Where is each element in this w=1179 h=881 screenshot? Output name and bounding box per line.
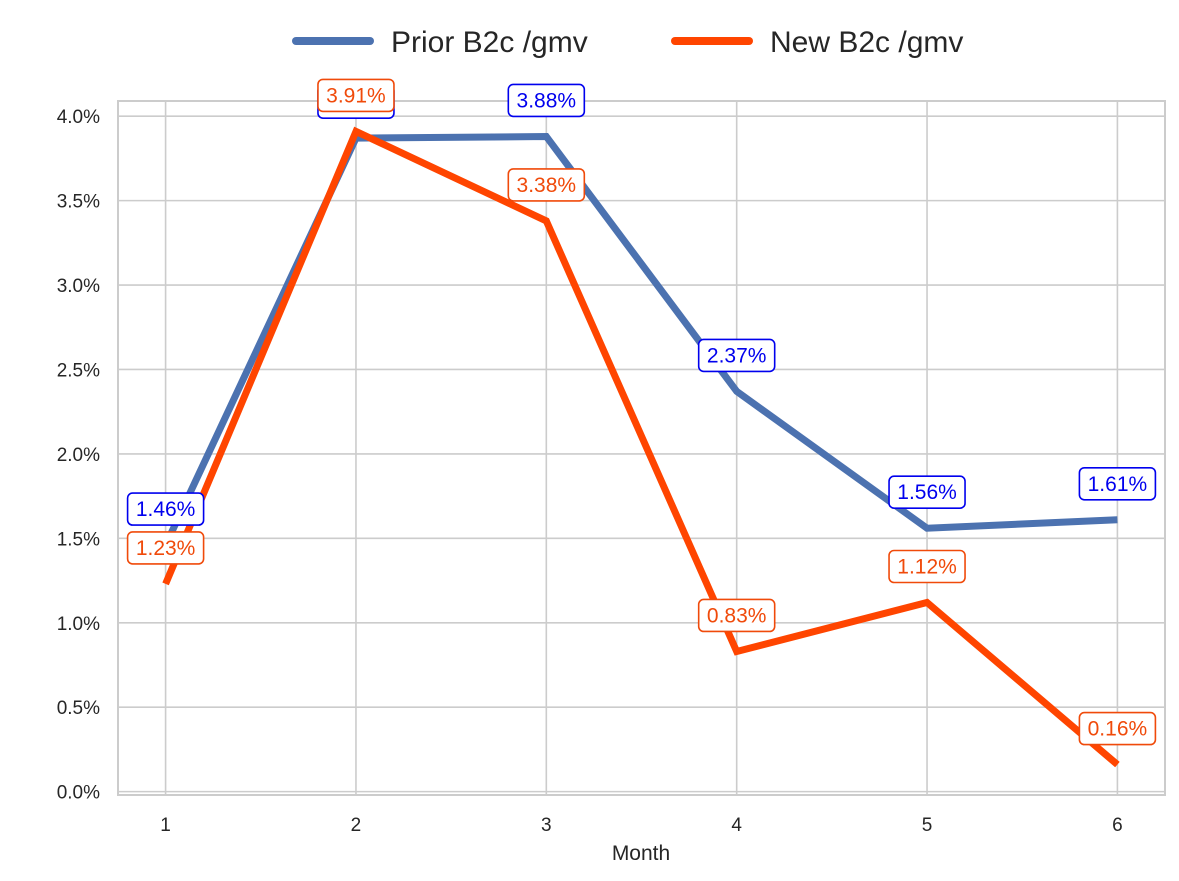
x-tick-label: 5 [922, 815, 933, 836]
data-label-box [126, 531, 205, 565]
data-label-box [317, 78, 395, 113]
data-label-text: 1.56% [897, 481, 957, 504]
grid-layer [117, 100, 1166, 796]
x-tick-label: 2 [351, 815, 362, 836]
data-label: 1.61% [1078, 466, 1157, 501]
legend-item: Prior B2c /gmv [292, 26, 588, 59]
data-label-box [507, 168, 586, 202]
data-label-text: 1.12% [897, 556, 957, 579]
x-tick-label: 1 [160, 815, 171, 836]
y-tick-label: 0.0% [57, 783, 100, 804]
data-label-box [697, 338, 776, 373]
data-label-text: 0.83% [707, 604, 767, 627]
data-label-box [888, 475, 966, 510]
series-line-prior [162, 132, 1118, 547]
y-tick-label: 2.0% [57, 445, 100, 466]
y-tick-label: 4.0% [57, 107, 100, 128]
data-label: 1.12% [888, 549, 966, 584]
x-axis-title: Month [612, 842, 670, 865]
data-label-box [888, 549, 966, 584]
legend-label: Prior B2c /gmv [391, 26, 588, 59]
data-label-text: 1.46% [136, 498, 196, 521]
data-label: 0.83% [697, 598, 776, 633]
legend-label: New B2c /gmv [770, 26, 963, 59]
data-label: 1.46% [126, 492, 205, 526]
data-label-text: 3.91% [326, 84, 386, 107]
data-label-text: 1.23% [136, 537, 196, 560]
y-tick-label: 3.5% [57, 192, 100, 213]
plot-frame [117, 100, 1166, 796]
data-label-box [1078, 711, 1157, 746]
legend-item: New B2c /gmv [671, 26, 963, 59]
y-tick-label: 3.0% [57, 276, 100, 297]
data-label: 0.16% [1078, 711, 1157, 746]
data-label: 3.88% [507, 83, 586, 118]
data-label: 3.38% [507, 168, 586, 202]
data-label-box [507, 83, 586, 118]
y-tick-label: 1.5% [57, 529, 100, 550]
legend: Prior B2c /gmv New B2c /gmv [292, 26, 963, 59]
data-label-layer: 1.46%3.87%3.88%2.37%1.56%1.61%1.23%3.91%… [126, 78, 1157, 746]
data-label-box [697, 598, 776, 633]
data-label: 2.37% [697, 338, 776, 373]
data-label-text: 2.37% [707, 344, 767, 367]
data-label-box [1078, 466, 1157, 501]
x-tick-label: 3 [541, 815, 552, 836]
series-line-new [162, 126, 1120, 768]
x-tick-label: 4 [731, 815, 742, 836]
data-label-text: 0.16% [1088, 718, 1148, 741]
data-label: 1.56% [888, 475, 966, 510]
data-label: 1.23% [126, 531, 205, 565]
y-tick-label: 1.0% [57, 614, 100, 635]
series-layer [162, 126, 1120, 768]
x-tick-label: 6 [1112, 815, 1123, 836]
y-tick-label: 0.5% [57, 698, 100, 719]
data-label-box [126, 492, 205, 526]
data-label-text: 3.88% [517, 89, 577, 112]
y-tick-label: 2.5% [57, 360, 100, 381]
data-label: 3.91% [317, 78, 395, 113]
data-label-text: 3.38% [517, 174, 577, 197]
tick-label-layer: 0.0% 0.5% 1.0% 1.5% 2.0% 2.5% 3.0% 3.5% 4.0% 1 2 3 4… [57, 107, 1123, 836]
data-label-text: 1.61% [1088, 473, 1148, 496]
